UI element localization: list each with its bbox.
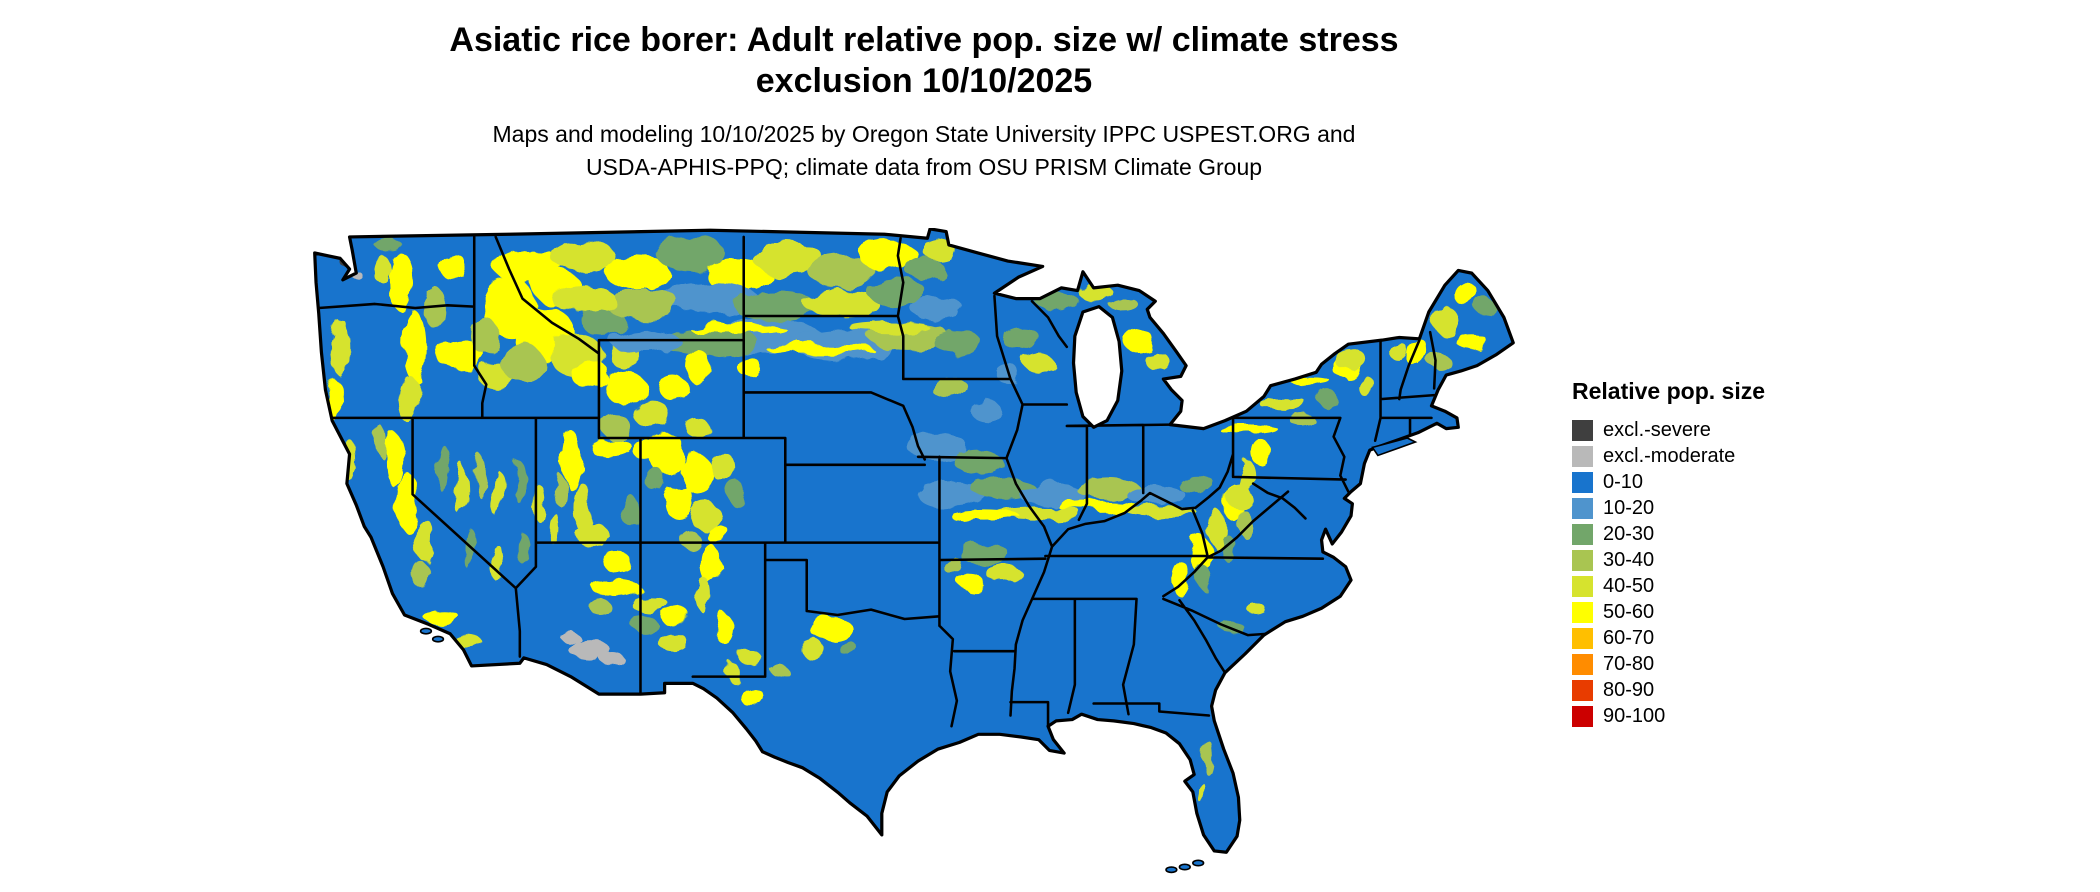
florida-key: [1178, 863, 1191, 871]
legend: Relative pop. size excl.-severe excl.-mo…: [1572, 378, 1872, 729]
legend-label: 30-40: [1603, 548, 1655, 571]
legend-label: 90-100: [1603, 704, 1666, 727]
legend-item: 0-10: [1572, 469, 1872, 495]
title-line-2: exclusion 10/10/2025: [755, 62, 1093, 100]
legend-item: 90-100: [1572, 703, 1872, 729]
florida-key: [1192, 859, 1205, 867]
legend-swatch: [1572, 705, 1593, 727]
legend-label: 80-90: [1603, 678, 1655, 701]
legend-label: excl.-moderate: [1603, 444, 1736, 467]
subtitle-line-1: Maps and modeling 10/10/2025 by Oregon S…: [492, 121, 1356, 147]
legend-item: excl.-moderate: [1572, 443, 1872, 469]
legend-item: 20-30: [1572, 521, 1872, 547]
legend-item: 30-40: [1572, 547, 1872, 573]
legend-swatch: [1572, 497, 1593, 519]
figure-header: Asiatic rice borer: Adult relative pop. …: [0, 20, 1848, 184]
legend-swatch: [1572, 575, 1593, 597]
legend-item: 60-70: [1572, 625, 1872, 651]
legend-item: 40-50: [1572, 573, 1872, 599]
channel-island: [419, 627, 433, 635]
legend-swatch: [1572, 627, 1593, 649]
legend-label: 0-10: [1603, 470, 1644, 493]
figure-subtitle: Maps and modeling 10/10/2025 by Oregon S…: [0, 118, 1848, 184]
title-line-1: Asiatic rice borer: Adult relative pop. …: [449, 21, 1399, 59]
legend-label: 10-20: [1603, 496, 1655, 519]
legend-label: excl.-severe: [1603, 418, 1711, 441]
legend-swatch: [1572, 679, 1593, 701]
islands: [419, 437, 1418, 874]
legend-item: 70-80: [1572, 651, 1872, 677]
legend-item: 10-20: [1572, 495, 1872, 521]
legend-label: 70-80: [1603, 652, 1655, 675]
legend-swatch: [1572, 445, 1593, 467]
legend-item: excl.-severe: [1572, 417, 1872, 443]
legend-rows: excl.-severe excl.-moderate 0-10 10-20 2…: [1572, 417, 1872, 729]
legend-title: Relative pop. size: [1572, 378, 1766, 404]
legend-swatch: [1572, 419, 1593, 441]
legend-label: 40-50: [1603, 574, 1655, 597]
subtitle-line-2: USDA-APHIS-PPQ; climate data from OSU PR…: [585, 154, 1263, 180]
state-borders: [314, 235, 1437, 728]
channel-island: [431, 635, 445, 643]
figure-title: Asiatic rice borer: Adult relative pop. …: [0, 20, 1848, 102]
legend-label: 20-30: [1603, 522, 1655, 545]
long-island: [1371, 437, 1418, 457]
legend-label: 60-70: [1603, 626, 1655, 649]
florida-key: [1165, 866, 1178, 874]
us-map-svg: [313, 227, 1515, 874]
legend-swatch: [1572, 601, 1593, 623]
legend-item: 50-60: [1572, 599, 1872, 625]
us-map: [308, 227, 1528, 884]
legend-item: 80-90: [1572, 677, 1872, 703]
legend-label: 50-60: [1603, 600, 1655, 623]
legend-swatch: [1572, 523, 1593, 545]
legend-swatch: [1572, 549, 1593, 571]
legend-swatch: [1572, 653, 1593, 675]
legend-swatch: [1572, 471, 1593, 493]
